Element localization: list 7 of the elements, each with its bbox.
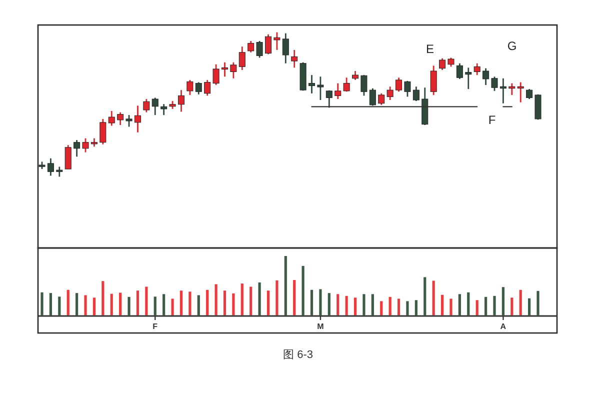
annotation: F xyxy=(488,113,496,128)
annotation: E xyxy=(426,42,434,56)
x-tick-label: M xyxy=(317,322,324,331)
annotation: G xyxy=(507,39,517,54)
caption: 图 6-3 xyxy=(283,349,313,361)
x-tick-label: A xyxy=(500,322,506,331)
x-tick-label: F xyxy=(152,322,158,331)
